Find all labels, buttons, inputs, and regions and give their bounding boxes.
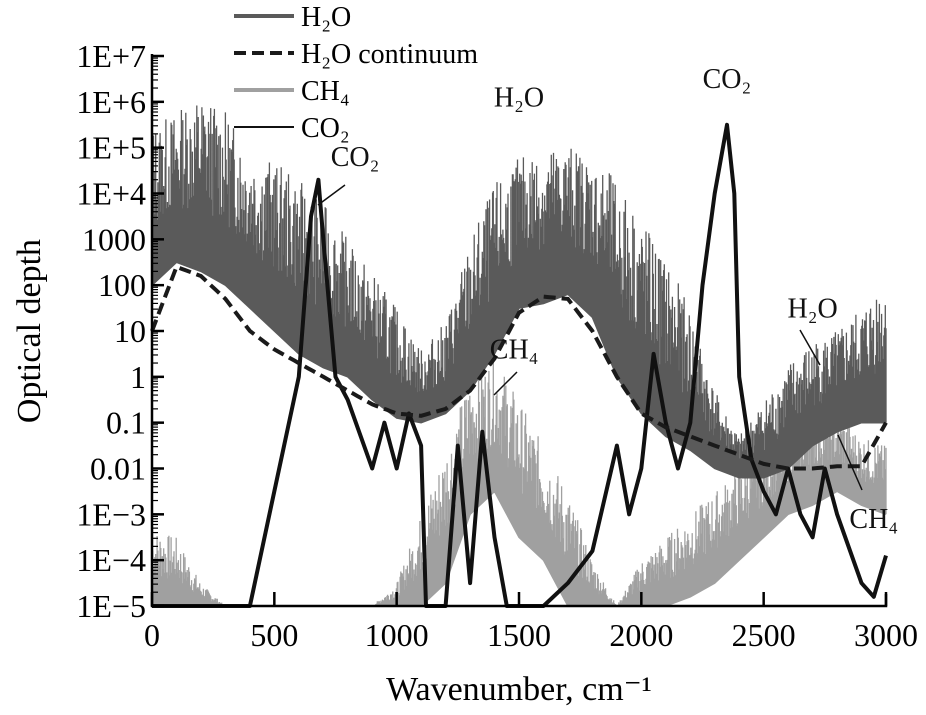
series-h2o	[151, 105, 887, 479]
legend-label: H₂O continuum	[301, 39, 478, 70]
y-tick-label: 1E+6	[76, 84, 146, 120]
y-tick-label: 1E−3	[76, 496, 146, 532]
x-tick-label: 1000	[365, 617, 429, 653]
annotation-label: H₂O	[787, 293, 837, 324]
y-tick-label: 10	[114, 313, 146, 349]
legend-label: H₂O	[301, 2, 351, 33]
y-tick-label: 1	[130, 359, 146, 395]
y-tick-label: 0.1	[106, 405, 146, 441]
h2o-lines-lower-envelope	[151, 261, 886, 479]
series-ch4	[151, 355, 887, 607]
y-tick-label: 100	[98, 267, 146, 303]
annotation-leader	[493, 371, 518, 396]
annotation-leader	[799, 329, 821, 366]
y-tick-label: 1E+4	[76, 176, 146, 212]
y-tick-label: 1E−4	[76, 542, 146, 578]
y-tick-label: 1E+7	[76, 38, 146, 74]
ch4-lines	[151, 355, 887, 606]
annotation-label: CH₄	[490, 335, 539, 366]
annotation-label: CO₂	[331, 142, 380, 173]
legend-label: CH₄	[301, 76, 350, 107]
x-tick-label: 500	[250, 617, 298, 653]
x-tick-label: 1500	[487, 617, 551, 653]
y-tick-label: 1E+5	[76, 130, 146, 166]
axes: 1E+7 1E+6 1E+5 1E+4 1000 100 10 1 0.1 0.01 1E−3 1E−…	[76, 38, 918, 653]
legend-label: CO₂	[301, 113, 350, 144]
y-tick-label: 0.01	[90, 451, 146, 487]
series-h2o-continuum	[150, 264, 888, 471]
y-axis-label: Optical depth	[11, 239, 48, 423]
h2o-lines	[151, 105, 887, 478]
annotation-label: CO₂	[703, 64, 752, 95]
annotation-leader	[837, 434, 863, 491]
annotation-leader	[317, 184, 346, 206]
annotations: CO₂ H₂O CO₂ H₂O CH₄ CH₄	[317, 64, 898, 535]
series-co2	[152, 122, 888, 608]
x-tick-label: 3000	[854, 617, 918, 653]
annotation-label: CH₄	[849, 504, 898, 535]
x-tick-label: 2000	[609, 617, 673, 653]
legend: H₂O H₂O continuum CH₄ CO₂	[234, 2, 478, 144]
x-tick-label: 2500	[732, 617, 796, 653]
y-tick-label: 1000	[82, 221, 146, 257]
x-axis-label: Wavenumber, cm⁻¹	[386, 671, 652, 708]
annotation-label: H₂O	[494, 82, 544, 113]
y-tick-label: 1E−5	[76, 588, 146, 624]
x-tick-label: 0	[144, 617, 160, 653]
continuum-line	[150, 264, 888, 471]
co2-line	[152, 122, 888, 608]
